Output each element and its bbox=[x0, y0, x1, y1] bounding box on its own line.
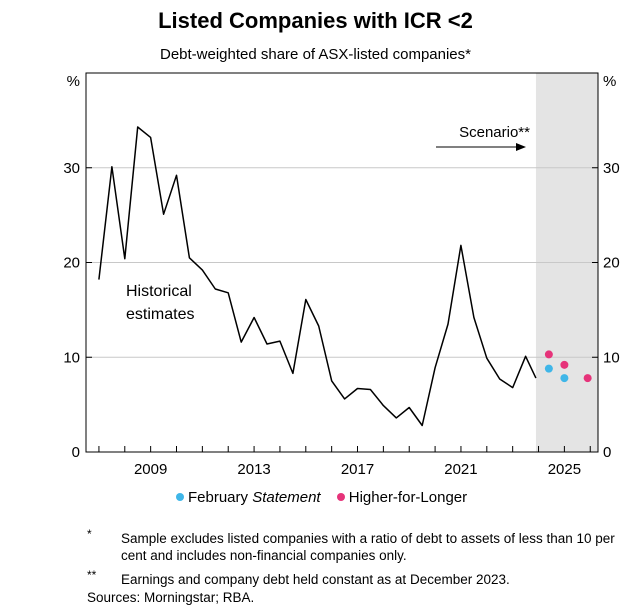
legend-label-higher-for-longer: Higher-for-Longer bbox=[348, 489, 468, 506]
legend: February Statement Higher-for-Longer bbox=[176, 489, 516, 510]
x-tick-label-2009: 2009 bbox=[134, 461, 167, 478]
legend-item-higher-for-longer: Higher-for-Longer bbox=[330, 489, 516, 510]
chart-plot: 0 0 10 10 20 20 30 30% % 2009 2013 2017 2021 2025 Hist… bbox=[63, 72, 620, 478]
point-february-statement-1 bbox=[560, 374, 569, 383]
footnote-2-mark: ** bbox=[87, 568, 97, 582]
y-tick-label-left-0: 0 bbox=[72, 444, 80, 461]
chart-title: Listed Companies with ICR <2 bbox=[158, 8, 473, 33]
annotation-scenario: Scenario** bbox=[459, 124, 530, 141]
scenario-arrow-head bbox=[516, 143, 526, 151]
x-tick-label-2025: 2025 bbox=[548, 461, 581, 478]
y-tick-label-left-30: 30 bbox=[63, 160, 80, 177]
y-tick-label-right-30: 30 bbox=[603, 160, 620, 177]
legend-label-statement: Statement bbox=[252, 489, 321, 506]
y-axis-unit-left: % bbox=[67, 73, 80, 90]
x-tick-label-2013: 2013 bbox=[237, 461, 270, 478]
y-tick-label-right-10: 10 bbox=[603, 349, 620, 366]
chart-subtitle: Debt-weighted share of ASX-listed compan… bbox=[159, 46, 471, 63]
point-higher-for-longer-1 bbox=[560, 360, 569, 369]
series-historical-line bbox=[98, 126, 537, 427]
y-tick-label-right-0: 0 bbox=[603, 444, 611, 461]
point-higher-for-longer-2 bbox=[583, 374, 592, 383]
y-tick-label-left-20: 20 bbox=[63, 255, 80, 272]
footnote-2-text: Earnings and company debt held constant … bbox=[121, 572, 510, 587]
y-tick-label-right-20: 20 bbox=[603, 255, 620, 272]
footnote-1-mark: * bbox=[87, 527, 92, 541]
y-tick-label-left-10: 10 bbox=[63, 349, 80, 366]
y-axis-unit-right: % bbox=[603, 73, 616, 90]
annotation-estimates: estimates bbox=[126, 306, 194, 323]
x-tick-label-2017: 2017 bbox=[341, 461, 374, 478]
point-february-statement-0 bbox=[544, 364, 553, 373]
legend-marker-february-statement bbox=[176, 493, 184, 501]
point-higher-for-longer-0 bbox=[544, 350, 553, 359]
x-tick-label-2021: 2021 bbox=[444, 461, 477, 478]
sources: Sources: Morningstar; RBA. bbox=[87, 590, 255, 605]
legend-label-february: February bbox=[188, 489, 249, 506]
footnote-1-text: Sample excludes listed companies with a … bbox=[121, 531, 615, 563]
legend-marker-higher-for-longer bbox=[336, 493, 345, 501]
annotation-historical: Historical bbox=[126, 283, 192, 300]
legend-item-february-statement: February Statement bbox=[176, 489, 321, 506]
